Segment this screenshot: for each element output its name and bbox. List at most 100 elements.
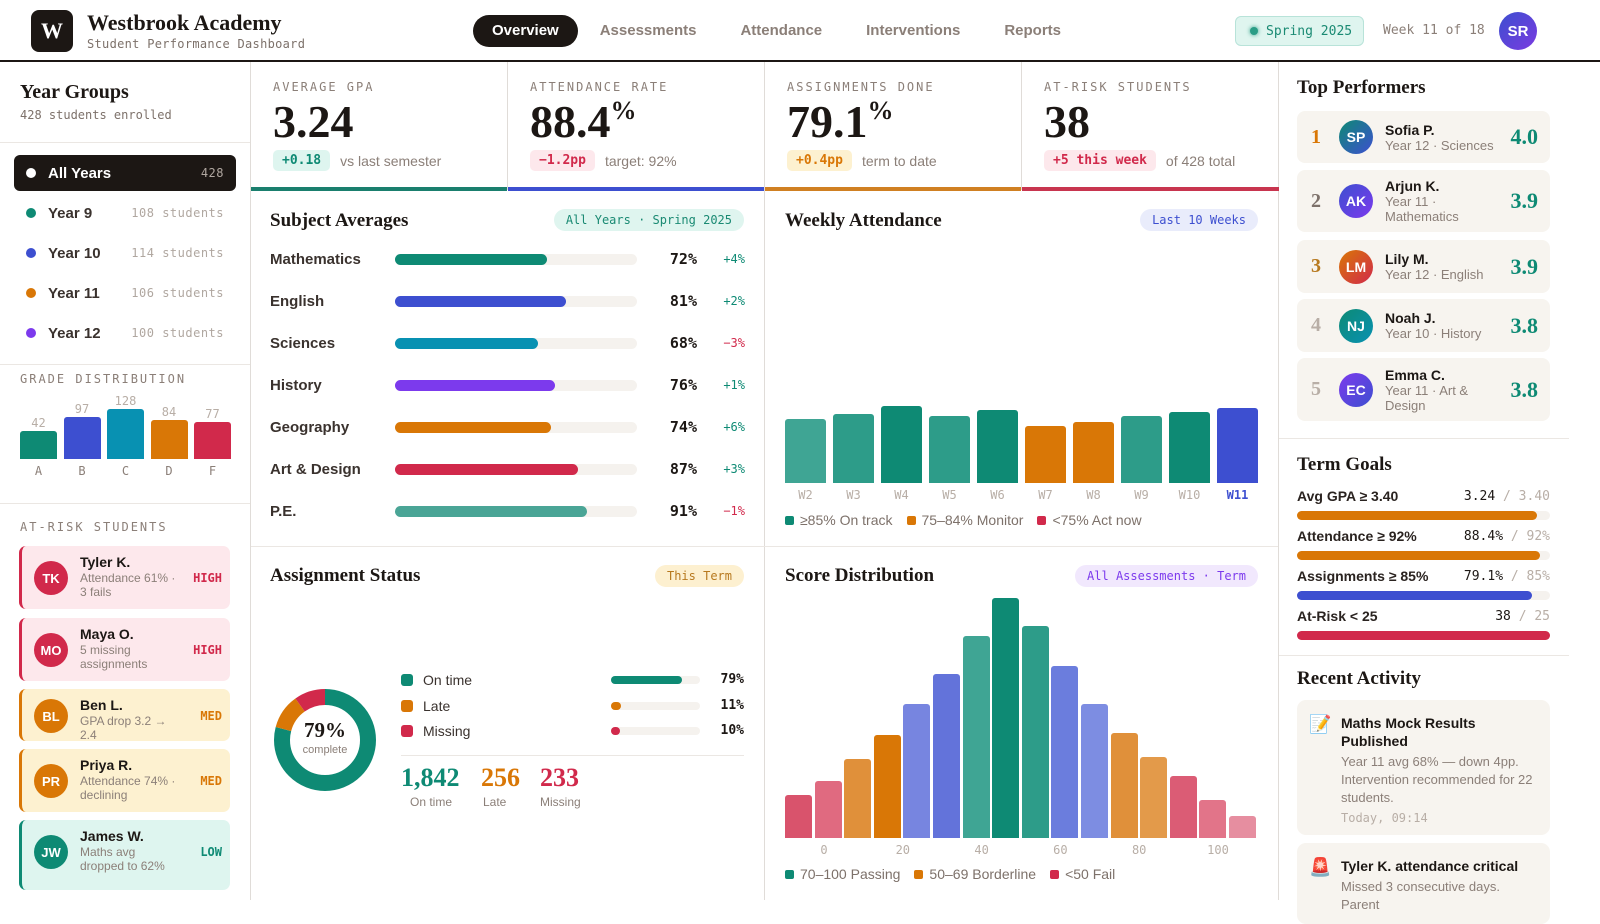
year-group-year-11[interactable]: Year 11 106 students <box>14 275 236 311</box>
subject-percent: 74% <box>669 418 697 436</box>
subject-progress-track <box>395 379 637 391</box>
activity-item[interactable]: 🚨 Tyler K. attendance critical Missed 3 co… <box>1297 843 1550 924</box>
attendance-bar-W9[interactable] <box>1121 416 1162 483</box>
score-bar[interactable] <box>962 636 990 838</box>
at-risk-student[interactable]: BL Ben L. GPA drop 3.2 → 2.4 MED <box>19 689 230 742</box>
term-goal: Attendance ≥ 92% 88.4% / 92% <box>1297 527 1550 560</box>
app-title: Westbrook Academy <box>87 10 282 35</box>
subject-filter-pill[interactable]: All Years · Spring 2025 <box>553 209 744 231</box>
subject-row[interactable]: Geography 74% +6% <box>270 417 745 437</box>
at-risk-student[interactable]: MO Maya O. 5 missing assignments HIGH <box>19 618 230 681</box>
subject-row[interactable]: Sciences 68% −3% <box>270 333 745 353</box>
year-group-year-9[interactable]: Year 9 108 students <box>14 195 236 231</box>
attendance-bar-W10[interactable] <box>1169 412 1210 483</box>
assignment-donut-chart <box>274 689 376 791</box>
at-risk-student[interactable]: JW James W. Maths avg dropped to 62% LOW <box>19 820 230 890</box>
performer-info: Emma C. Year 11 · Art & Design <box>1385 367 1500 413</box>
score-bar[interactable] <box>933 674 960 838</box>
subject-row[interactable]: Art & Design 87% +3% <box>270 459 745 479</box>
tab-assessments[interactable]: Assessments <box>599 22 697 39</box>
subject-row[interactable]: P.E. 91% −1% <box>270 501 745 521</box>
subject-row[interactable]: History 76% +1% <box>270 375 745 395</box>
year-group-all-years[interactable]: All Years 428 <box>14 155 236 191</box>
score-bar[interactable] <box>1021 626 1049 838</box>
score-bar[interactable] <box>1140 757 1168 838</box>
attendance-bar-W4[interactable] <box>881 406 922 483</box>
goal-target: / 92% <box>1510 528 1550 544</box>
score-bar[interactable] <box>844 759 872 838</box>
legend-item: <50 Fail <box>1050 866 1115 882</box>
attendance-bar-W11[interactable] <box>1217 408 1258 483</box>
year-group-count: 106 students <box>131 286 224 300</box>
score-bar[interactable] <box>1081 704 1108 838</box>
legend-swatch-icon <box>906 515 916 525</box>
score-bar[interactable] <box>1051 666 1079 838</box>
score-bar[interactable] <box>1229 816 1256 838</box>
grade-label: B <box>78 464 86 478</box>
year-group-label: All Years <box>48 164 112 182</box>
top-performer-4[interactable]: 4 NJ Noah J. Year 10 · History 3.8 <box>1297 299 1550 352</box>
attendance-bar-W8[interactable] <box>1073 422 1114 483</box>
rank-number: 2 <box>1311 189 1321 212</box>
activity-item[interactable]: 📝 Maths Mock Results Published Year 11 avg… <box>1297 700 1550 835</box>
student-name: Ben L. <box>80 697 123 713</box>
year-group-year-12[interactable]: Year 12 100 students <box>14 315 236 351</box>
year-group-year-10[interactable]: Year 10 114 students <box>14 235 236 271</box>
score-tick-label: 60 <box>1053 843 1068 857</box>
kpi-accent-bar <box>251 187 507 191</box>
kpi-accent-bar <box>1022 187 1279 191</box>
score-bar[interactable] <box>903 704 931 838</box>
attendance-bar-W5[interactable] <box>929 416 970 483</box>
attendance-filter-pill[interactable]: Last 10 Weeks <box>1140 209 1258 231</box>
performer-name: Noah J. <box>1385 310 1436 326</box>
attendance-bar-W6[interactable] <box>977 410 1018 483</box>
score-bar[interactable] <box>785 795 812 838</box>
avatar: MO <box>34 633 68 667</box>
subject-progress-fill <box>395 253 547 265</box>
subject-row[interactable]: English 81% +2% <box>270 291 745 311</box>
kpi-note: vs last semester <box>340 152 442 169</box>
subject-progress-track <box>395 295 637 307</box>
top-performer-5[interactable]: 5 EC Emma C. Year 11 · Art & Design 3.8 <box>1297 358 1550 421</box>
avatar: BL <box>34 699 68 733</box>
term-badge[interactable]: Spring 2025 <box>1235 16 1364 46</box>
goal-value: 88.4% / 92% <box>1464 529 1550 544</box>
top-performer-1[interactable]: 1 SP Sofia P. Year 12 · Sciences 4.0 <box>1297 111 1550 163</box>
score-bar[interactable] <box>814 781 842 838</box>
top-performer-3[interactable]: 3 LM Lily M. Year 12 · English 3.9 <box>1297 240 1550 293</box>
legend-swatch-icon <box>785 869 794 879</box>
tab-interventions[interactable]: Interventions <box>866 22 961 39</box>
at-risk-student[interactable]: TK Tyler K. Attendance 61% · 3 fails HIGH <box>19 546 230 609</box>
user-avatar[interactable]: SR <box>1499 12 1537 50</box>
kpi-number: 38 <box>1044 96 1090 147</box>
assignment-filter-pill[interactable]: This Term <box>654 565 744 587</box>
goal-progress-fill <box>1297 591 1533 600</box>
subject-percent: 87% <box>669 460 697 478</box>
top-performers-title: Top Performers <box>1297 77 1426 98</box>
at-risk-student[interactable]: PR Priya R. Attendance 74% · declining MED <box>19 749 230 812</box>
performer-name: Emma C. <box>1385 366 1445 383</box>
kpi-delta-badge: −1.2pp <box>530 150 595 171</box>
tab-attendance[interactable]: Attendance <box>740 22 823 39</box>
week-label: W10 <box>1178 488 1201 502</box>
score-bar[interactable] <box>1110 733 1138 838</box>
score-bar[interactable] <box>873 735 901 838</box>
top-performer-2[interactable]: 2 AK Arjun K. Year 11 · Mathematics 3.9 <box>1297 170 1550 232</box>
grade-value: 97 <box>74 401 90 416</box>
kpi-value: 3.24 <box>273 96 507 148</box>
subject-row[interactable]: Mathematics 72% +4% <box>270 249 745 269</box>
score-filter-pill[interactable]: All Assessments · Term <box>1075 565 1258 587</box>
subject-change: +1% <box>723 378 745 392</box>
score-bar[interactable] <box>992 598 1020 838</box>
attendance-bar-W7[interactable] <box>1025 426 1066 483</box>
tab-reports[interactable]: Reports <box>1004 22 1062 39</box>
attendance-bar-W3[interactable] <box>833 414 874 483</box>
score-bar[interactable] <box>1169 776 1197 838</box>
goal-current: 79.1% <box>1463 568 1504 584</box>
recent-activity-title: Recent Activity <box>1297 668 1421 689</box>
rank-number: 1 <box>1311 125 1321 148</box>
term-label: Spring 2025 <box>1266 23 1353 39</box>
tab-overview[interactable]: Overview <box>473 15 578 47</box>
score-bar[interactable] <box>1199 800 1227 838</box>
attendance-bar-W2[interactable] <box>785 419 826 483</box>
